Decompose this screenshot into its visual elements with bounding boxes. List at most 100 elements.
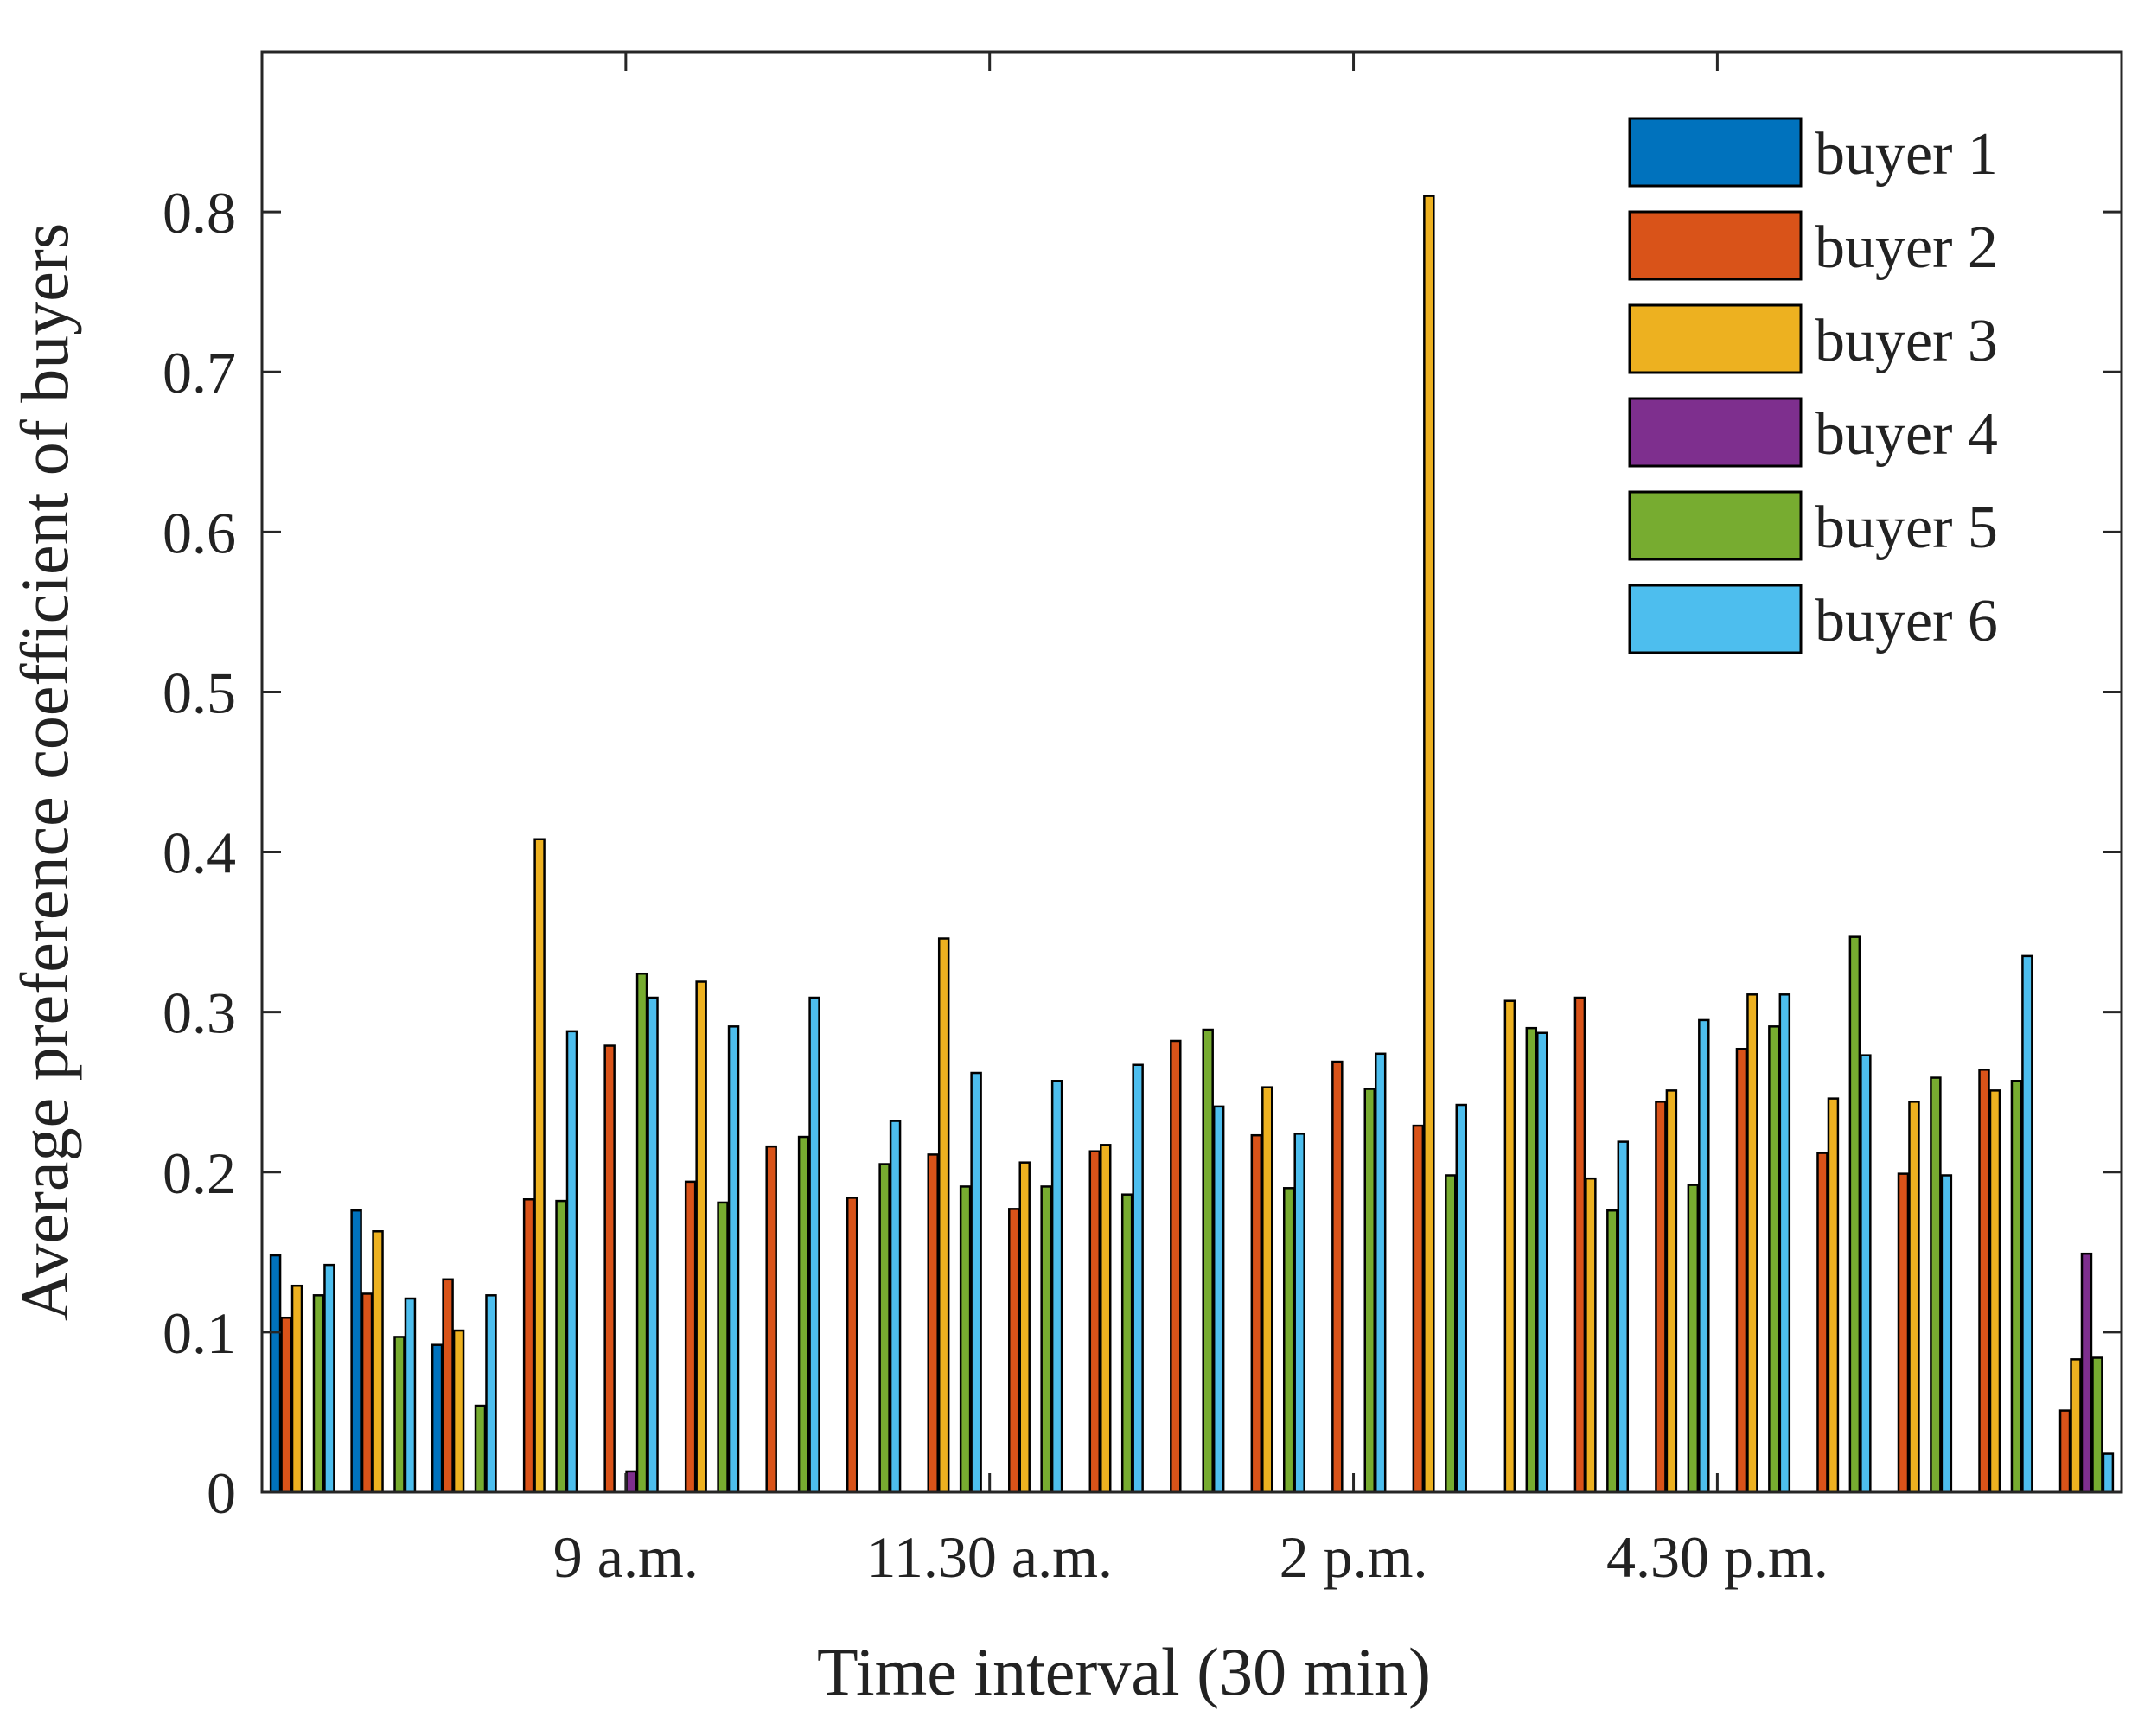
bar-buyer-2-interval-8: [846, 1197, 858, 1494]
bar-buyer-4-interval-5: [625, 1470, 637, 1494]
bar-buyer-3-interval-6: [695, 980, 707, 1494]
bar-buyer-2-interval-17: [1573, 996, 1586, 1494]
y-tick-label: 0.4: [163, 820, 236, 886]
y-tick-label: 0.2: [163, 1140, 236, 1206]
ticks-layer: 0 0.1 0.2 0.3 0.4 0.5 0.6 0.7 0.8 9 a.m. 11.30 a.m…: [163, 52, 2122, 1590]
legend-swatch-buyer-4: [1628, 397, 1803, 468]
legend: buyer 1 buyer 2 buyer 3 buyer 4 buyer 5 buyer…: [1628, 117, 1998, 654]
legend-label-buyer-6: buyer 6: [1815, 588, 1998, 654]
bar-buyer-5-interval-16: [1525, 1026, 1538, 1494]
bar-buyer-3-interval-18: [1665, 1089, 1678, 1494]
bar-buyer-3-interval-11: [1100, 1144, 1112, 1494]
bar-buyer-2-interval-10: [1008, 1208, 1020, 1494]
bar-buyer-2-interval-18: [1655, 1101, 1667, 1494]
legend-label-buyer-2: buyer 2: [1815, 214, 1998, 281]
bar-buyer-6-interval-22: [2021, 954, 2033, 1494]
bar-buyer-5-interval-21: [1930, 1076, 1942, 1494]
legend-swatch-buyer-3: [1628, 303, 1803, 374]
bar-buyer-6-interval-5: [647, 996, 659, 1494]
bar-buyer-5-interval-20: [1848, 935, 1861, 1494]
x-tick-label: 4.30 p.m.: [1606, 1524, 1829, 1590]
bar-buyer-5-interval-2: [393, 1336, 405, 1494]
y-tick-label: 0: [207, 1460, 236, 1526]
bar-buyer-2-interval-7: [765, 1145, 777, 1494]
bar-buyer-2-interval-1: [280, 1316, 292, 1494]
legend-swatch-buyer-1: [1628, 117, 1803, 188]
bar-buyer-5-interval-6: [717, 1201, 729, 1494]
x-tick-label: 2 p.m.: [1280, 1524, 1428, 1590]
bar-buyer-2-interval-23: [2058, 1409, 2071, 1494]
bar-buyer-6-interval-19: [1778, 993, 1791, 1494]
bar-buyer-5-interval-19: [1768, 1025, 1780, 1494]
legend-label-buyer-3: buyer 3: [1815, 308, 1998, 374]
bar-buyer-2-interval-14: [1331, 1060, 1344, 1494]
bar-buyer-3-interval-22: [1988, 1089, 2001, 1494]
bar-buyer-5-interval-11: [1120, 1193, 1133, 1494]
bar-buyer-6-interval-14: [1374, 1052, 1387, 1494]
bar-buyer-2-interval-12: [1170, 1039, 1182, 1494]
bar-buyer-3-interval-21: [1908, 1101, 1920, 1494]
bar-buyer-6-interval-10: [1050, 1080, 1063, 1494]
legend-swatch-buyer-6: [1628, 584, 1803, 654]
bar-buyer-2-interval-5: [603, 1044, 616, 1494]
bar-buyer-6-interval-16: [1536, 1031, 1548, 1494]
bar-buyer-1-interval-3: [431, 1343, 444, 1494]
bar-buyer-6-interval-7: [808, 996, 820, 1494]
legend-swatch-buyer-5: [1628, 490, 1803, 561]
bars-layer: [269, 195, 2115, 1494]
bar-buyer-5-interval-7: [797, 1135, 810, 1494]
bar-buyer-2-interval-6: [684, 1180, 697, 1494]
x-tick-label: 11.30 a.m.: [866, 1524, 1113, 1590]
bar-buyer-3-interval-16: [1503, 999, 1516, 1494]
bar-buyer-6-interval-15: [1455, 1103, 1467, 1494]
legend-label-buyer-4: buyer 4: [1815, 401, 1998, 468]
bar-buyer-3-interval-3: [452, 1329, 465, 1494]
bar-buyer-5-interval-10: [1040, 1185, 1052, 1494]
bar-buyer-2-interval-19: [1735, 1047, 1748, 1494]
bar-buyer-5-interval-13: [1282, 1187, 1295, 1494]
bar-buyer-5-interval-17: [1606, 1209, 1618, 1494]
plot-frame: [260, 50, 2123, 1494]
y-tick-label: 0.6: [163, 500, 236, 565]
bar-buyer-5-interval-18: [1687, 1184, 1700, 1494]
y-tick-label: 0.3: [163, 980, 236, 1046]
bar-buyer-6-interval-2: [404, 1297, 417, 1494]
bar-buyer-6-interval-21: [1940, 1174, 1953, 1494]
bar-buyer-2-interval-3: [442, 1278, 454, 1494]
bar-buyer-5-interval-8: [878, 1163, 890, 1494]
bar-buyer-5-interval-12: [1202, 1028, 1214, 1494]
bar-buyer-4-interval-23: [2080, 1252, 2093, 1494]
bar-buyer-6-interval-13: [1293, 1133, 1305, 1494]
x-tick-label: 9 a.m.: [553, 1524, 699, 1590]
legend-label-buyer-5: buyer 5: [1815, 495, 1998, 561]
bar-buyer-6-interval-18: [1698, 1018, 1710, 1494]
bar-buyer-5-interval-14: [1363, 1088, 1375, 1494]
bar-buyer-2-interval-22: [1978, 1069, 1990, 1494]
bar-buyer-1-interval-2: [350, 1209, 362, 1494]
bar-buyer-5-interval-1: [312, 1294, 325, 1494]
legend-label-buyer-1: buyer 1: [1815, 121, 1998, 188]
bar-buyer-3-interval-23: [2070, 1358, 2082, 1494]
bar-buyer-3-interval-13: [1261, 1086, 1273, 1494]
bar-buyer-6-interval-12: [1212, 1105, 1225, 1494]
bar-buyer-5-interval-4: [555, 1199, 567, 1494]
bar-buyer-5-interval-15: [1445, 1174, 1457, 1494]
bar-buyer-5-interval-9: [959, 1185, 972, 1494]
bar-buyer-3-interval-20: [1827, 1097, 1840, 1494]
bar-buyer-5-interval-3: [474, 1404, 487, 1494]
bar-buyer-3-interval-9: [937, 937, 950, 1494]
bar-buyer-3-interval-17: [1585, 1177, 1597, 1494]
bar-buyer-2-interval-13: [1250, 1133, 1263, 1494]
bar-buyer-3-interval-15: [1423, 195, 1435, 1494]
y-tick-label: 0.1: [163, 1300, 236, 1366]
bar-buyer-3-interval-2: [372, 1230, 384, 1494]
bar-buyer-6-interval-23: [2102, 1452, 2115, 1494]
bar-buyer-2-interval-9: [927, 1153, 939, 1494]
y-axis-title: Average preference coefficient of buyers: [7, 223, 82, 1321]
bar-buyer-1-interval-1: [269, 1254, 282, 1494]
bar-buyer-2-interval-20: [1816, 1152, 1829, 1494]
bar-buyer-2-interval-21: [1897, 1172, 1910, 1494]
bar-buyer-6-interval-6: [727, 1025, 740, 1494]
bar-buyer-6-interval-8: [889, 1120, 902, 1494]
